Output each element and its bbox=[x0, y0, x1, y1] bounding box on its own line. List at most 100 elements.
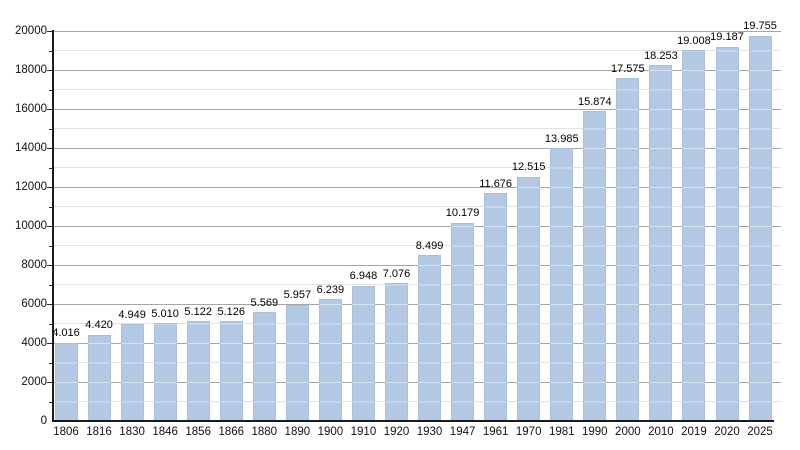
bar-value-label: 6.948 bbox=[349, 270, 378, 282]
bar bbox=[54, 342, 78, 421]
y-tick-label: 0 bbox=[40, 414, 47, 427]
bar-value-label: 19.187 bbox=[710, 31, 744, 44]
y-tick-label: 16000 bbox=[15, 102, 47, 115]
x-tick-label: 1910 bbox=[350, 426, 377, 438]
bar bbox=[318, 299, 342, 421]
bar-value-label: 5.126 bbox=[217, 305, 246, 318]
y-gridline-major bbox=[54, 303, 781, 305]
y-tick-label: 12000 bbox=[15, 180, 47, 193]
y-axis-tick bbox=[47, 70, 54, 71]
bar-value-label: 7.076 bbox=[382, 267, 411, 280]
bar-value-label: 15.874 bbox=[577, 95, 612, 108]
y-axis-tick bbox=[49, 323, 54, 325]
y-tick-label: 18000 bbox=[15, 63, 47, 76]
bar bbox=[748, 35, 772, 421]
y-tick-label: 6000 bbox=[21, 297, 47, 310]
x-tick-label: 1961 bbox=[482, 426, 509, 438]
y-gridline-major bbox=[54, 147, 781, 149]
y-axis-line bbox=[52, 30, 54, 422]
y-gridline-minor bbox=[54, 167, 781, 168]
y-axis-tick bbox=[47, 304, 54, 305]
y-axis-tick bbox=[49, 167, 54, 169]
y-gridline-minor bbox=[54, 245, 781, 246]
x-tick-label: 2010 bbox=[648, 426, 674, 438]
y-tick-label: 14000 bbox=[15, 141, 47, 154]
bar-value-label: 5.122 bbox=[184, 305, 212, 318]
y-axis-tick bbox=[47, 187, 54, 188]
bar bbox=[517, 176, 541, 421]
x-tick-label: 1866 bbox=[218, 426, 245, 438]
bar-value-label: 8.499 bbox=[415, 239, 444, 252]
x-tick-label: 1880 bbox=[251, 426, 278, 438]
bar-value-label: 12.515 bbox=[511, 161, 546, 174]
y-gridline-major bbox=[54, 186, 781, 188]
x-tick-label: 1970 bbox=[515, 426, 542, 438]
bar bbox=[418, 255, 442, 421]
x-tick-label: 1990 bbox=[582, 426, 608, 438]
bar bbox=[186, 321, 210, 421]
y-axis-tick bbox=[47, 265, 54, 266]
y-axis-tick bbox=[49, 284, 54, 286]
x-tick-label: 2020 bbox=[714, 426, 740, 438]
bar bbox=[616, 78, 640, 421]
bar bbox=[153, 323, 177, 421]
bar-value-label: 4.420 bbox=[85, 319, 113, 332]
bar-value-label: 17.575 bbox=[611, 62, 645, 75]
y-axis-tick bbox=[47, 382, 54, 383]
bar-value-label: 18.253 bbox=[644, 49, 678, 62]
bar bbox=[351, 285, 375, 421]
x-tick-label: 1856 bbox=[185, 426, 211, 438]
y-tick-label: 20000 bbox=[15, 24, 47, 37]
y-axis-tick bbox=[47, 109, 54, 110]
bar-value-label: 19.755 bbox=[743, 20, 777, 33]
y-axis-tick bbox=[47, 343, 54, 344]
y-gridline-minor bbox=[54, 284, 781, 285]
y-tick-label: 8000 bbox=[21, 258, 47, 271]
x-tick-label: 2025 bbox=[747, 426, 773, 438]
bar-value-label: 19.008 bbox=[677, 34, 711, 47]
x-tick-label: 1930 bbox=[416, 426, 443, 438]
y-axis-tick bbox=[49, 401, 54, 403]
y-axis-tick bbox=[47, 148, 54, 149]
bar-value-label: 13.985 bbox=[544, 132, 579, 145]
y-tick-label: 10000 bbox=[15, 219, 47, 232]
bar bbox=[649, 65, 673, 421]
bar-value-label: 4.949 bbox=[118, 308, 146, 321]
bar bbox=[550, 148, 574, 421]
bar bbox=[715, 46, 739, 421]
bar-value-label: 11.676 bbox=[479, 177, 513, 190]
y-tick-label: 4000 bbox=[21, 336, 47, 349]
bar bbox=[451, 222, 475, 421]
bar bbox=[682, 50, 706, 421]
y-axis-tick bbox=[49, 245, 54, 247]
x-tick-label: 2019 bbox=[681, 426, 707, 438]
x-tick-label: 1920 bbox=[383, 426, 410, 438]
x-tick-label: 1846 bbox=[152, 426, 178, 438]
bar-value-label: 5.957 bbox=[283, 289, 312, 302]
y-axis-tick bbox=[49, 128, 54, 130]
bar-value-label: 10.179 bbox=[445, 207, 480, 219]
y-gridline-minor bbox=[54, 89, 781, 90]
y-gridline-minor bbox=[54, 323, 781, 324]
y-gridline-minor bbox=[54, 206, 781, 207]
x-tick-label: 1806 bbox=[53, 426, 79, 438]
x-tick-label: 1830 bbox=[119, 426, 145, 438]
bar-value-label: 4.016 bbox=[52, 327, 80, 340]
y-tick-label: 2000 bbox=[21, 375, 47, 388]
y-gridline-major bbox=[54, 108, 781, 110]
x-tick-label: 1947 bbox=[449, 426, 476, 438]
bar bbox=[219, 321, 243, 421]
y-gridline-major bbox=[54, 69, 781, 71]
bar bbox=[252, 312, 276, 421]
y-axis-tick bbox=[49, 206, 54, 208]
x-tick-label: 2000 bbox=[615, 426, 641, 438]
y-axis-tick bbox=[49, 50, 54, 52]
bar-value-label: 5.010 bbox=[151, 307, 179, 320]
bar bbox=[385, 283, 408, 421]
bar bbox=[87, 334, 111, 421]
bar-value-label: 5.569 bbox=[250, 296, 279, 309]
y-gridline-major bbox=[54, 381, 781, 383]
y-axis-tick bbox=[49, 362, 54, 364]
y-axis-tick bbox=[47, 31, 54, 32]
